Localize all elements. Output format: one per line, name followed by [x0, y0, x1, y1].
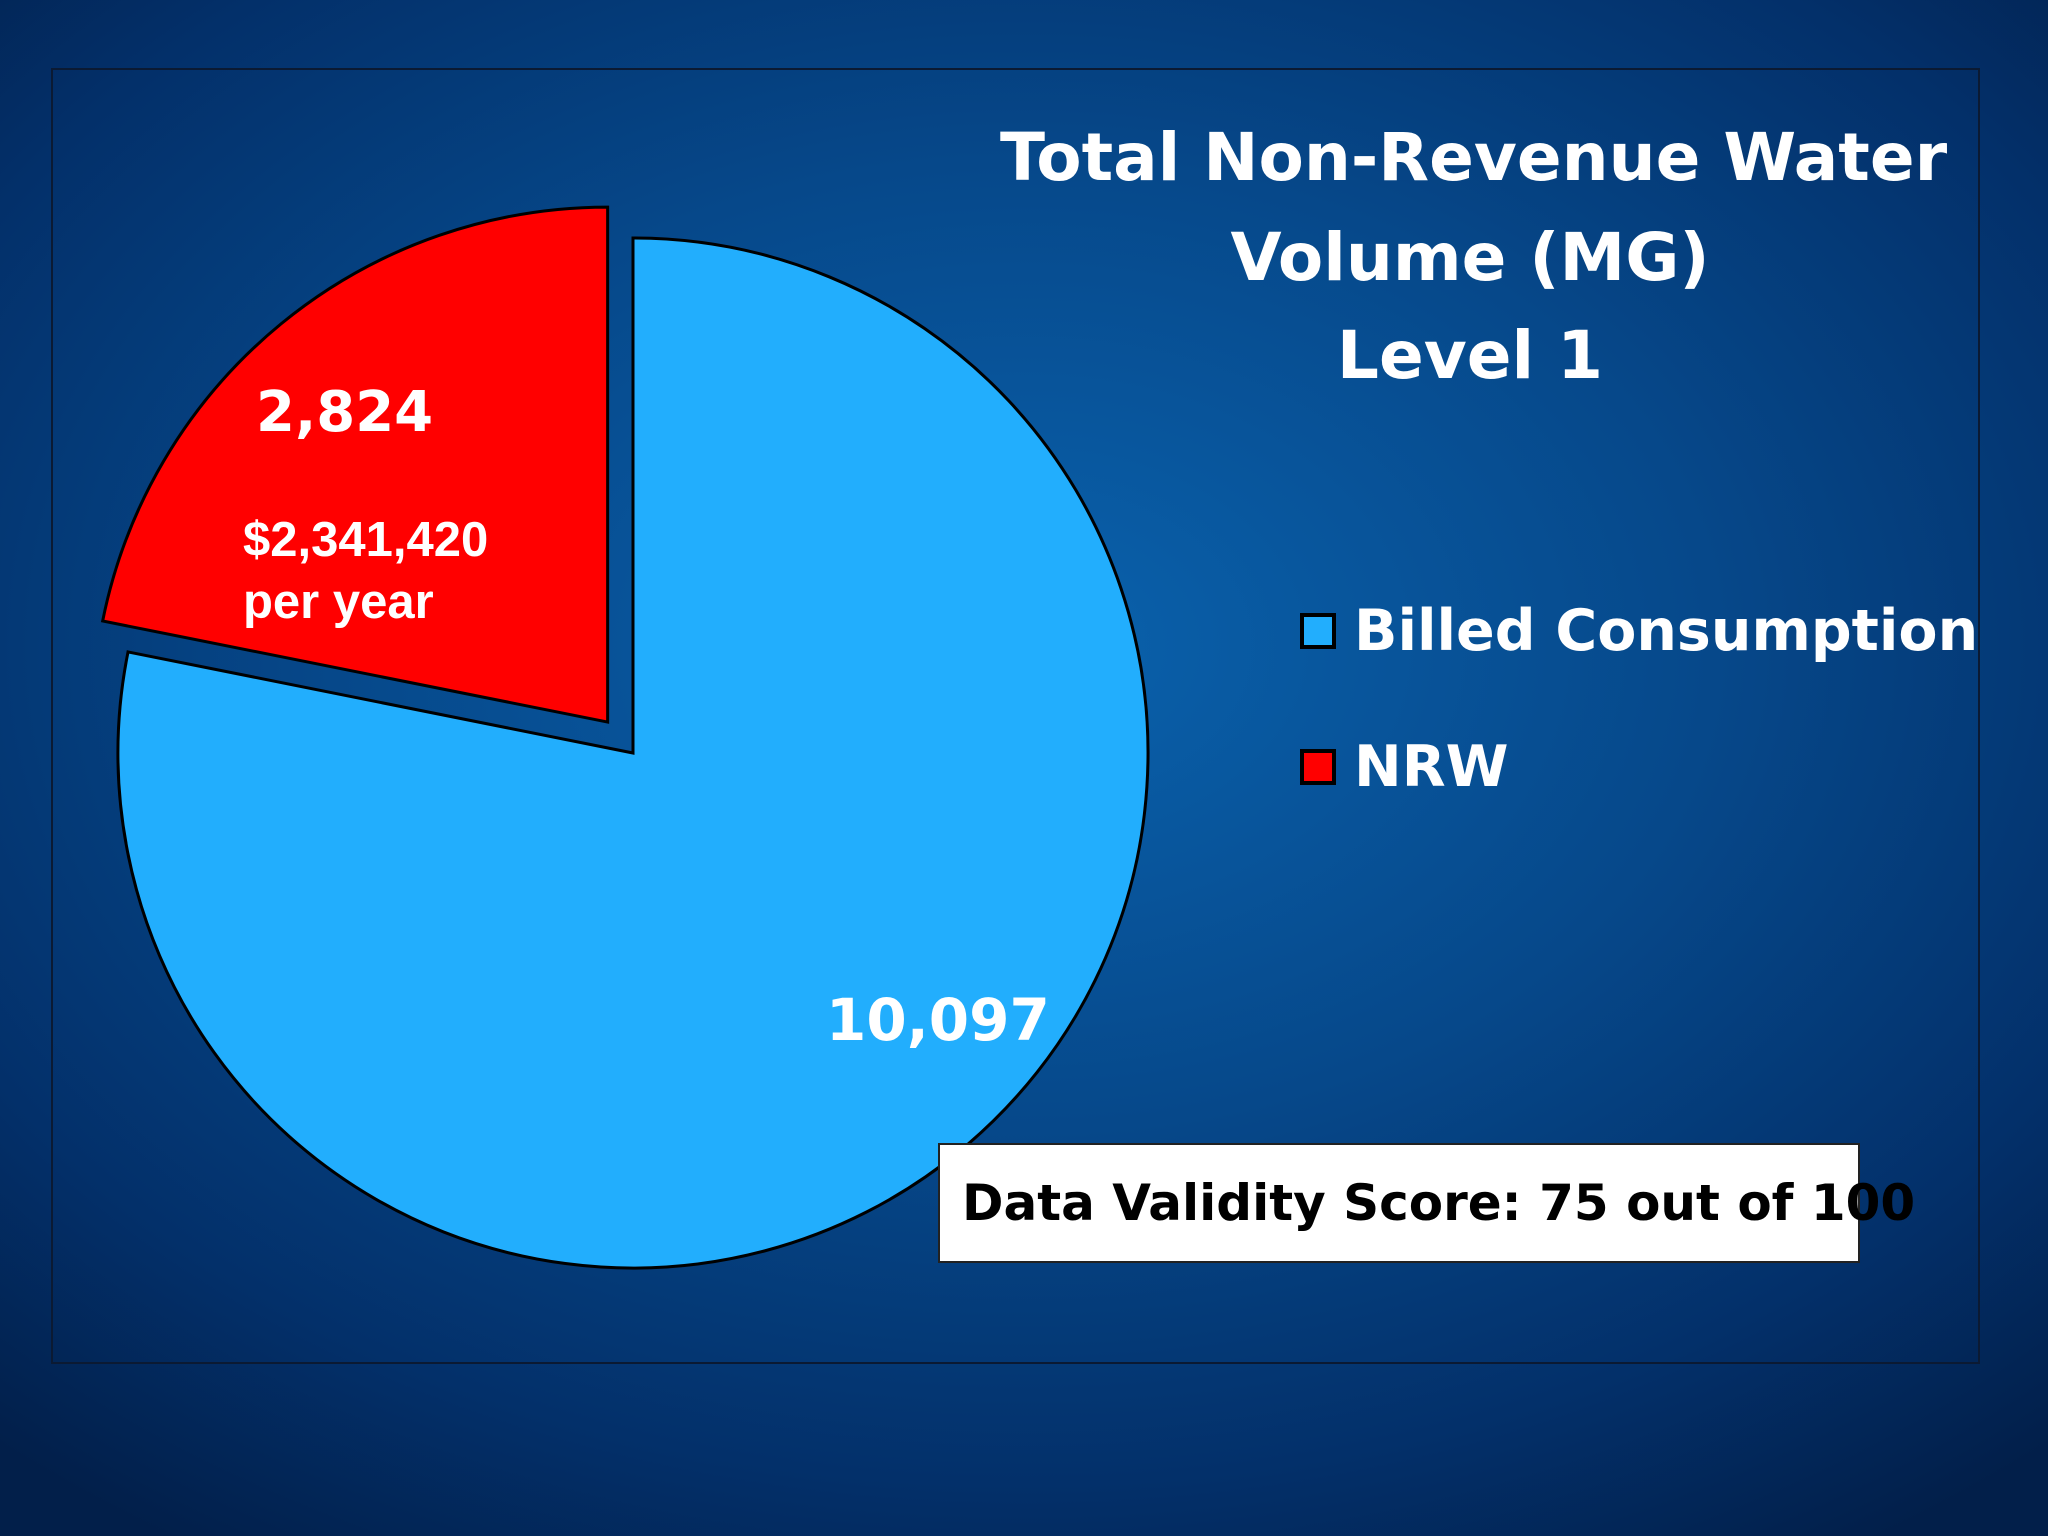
- legend-item-nrw: NRW: [1300, 732, 1508, 802]
- data-validity-box: Data Validity Score: 75 out of 100: [938, 1143, 1915, 1263]
- data-label-nrw-cost: $2,341,420: [243, 513, 489, 567]
- data-validity-score: Data Validity Score: 75 out of 100: [962, 1174, 1916, 1232]
- legend-label-billed-consumption: Billed Consumption: [1354, 598, 1979, 664]
- chart-title-line-1: Total Non-Revenue Water: [1000, 119, 1948, 196]
- chart-frame: [51, 68, 1980, 1364]
- legend-label-nrw: NRW: [1354, 734, 1509, 800]
- data-label-billed-value: 10,097: [826, 986, 1050, 1054]
- chart-title-line-2: Volume (MG): [1230, 219, 1710, 296]
- chart-title-line-3: Level 1: [1336, 317, 1604, 394]
- legend-swatch-nrw: [1300, 749, 1336, 785]
- legend-swatch-billed-consumption: [1300, 613, 1336, 649]
- pie-slice-nrw: [100, 205, 610, 724]
- data-label-nrw-period: per year: [243, 575, 434, 629]
- legend-item-billed-consumption: Billed Consumption: [1300, 596, 1978, 666]
- data-label-nrw-value: 2,824: [256, 380, 434, 445]
